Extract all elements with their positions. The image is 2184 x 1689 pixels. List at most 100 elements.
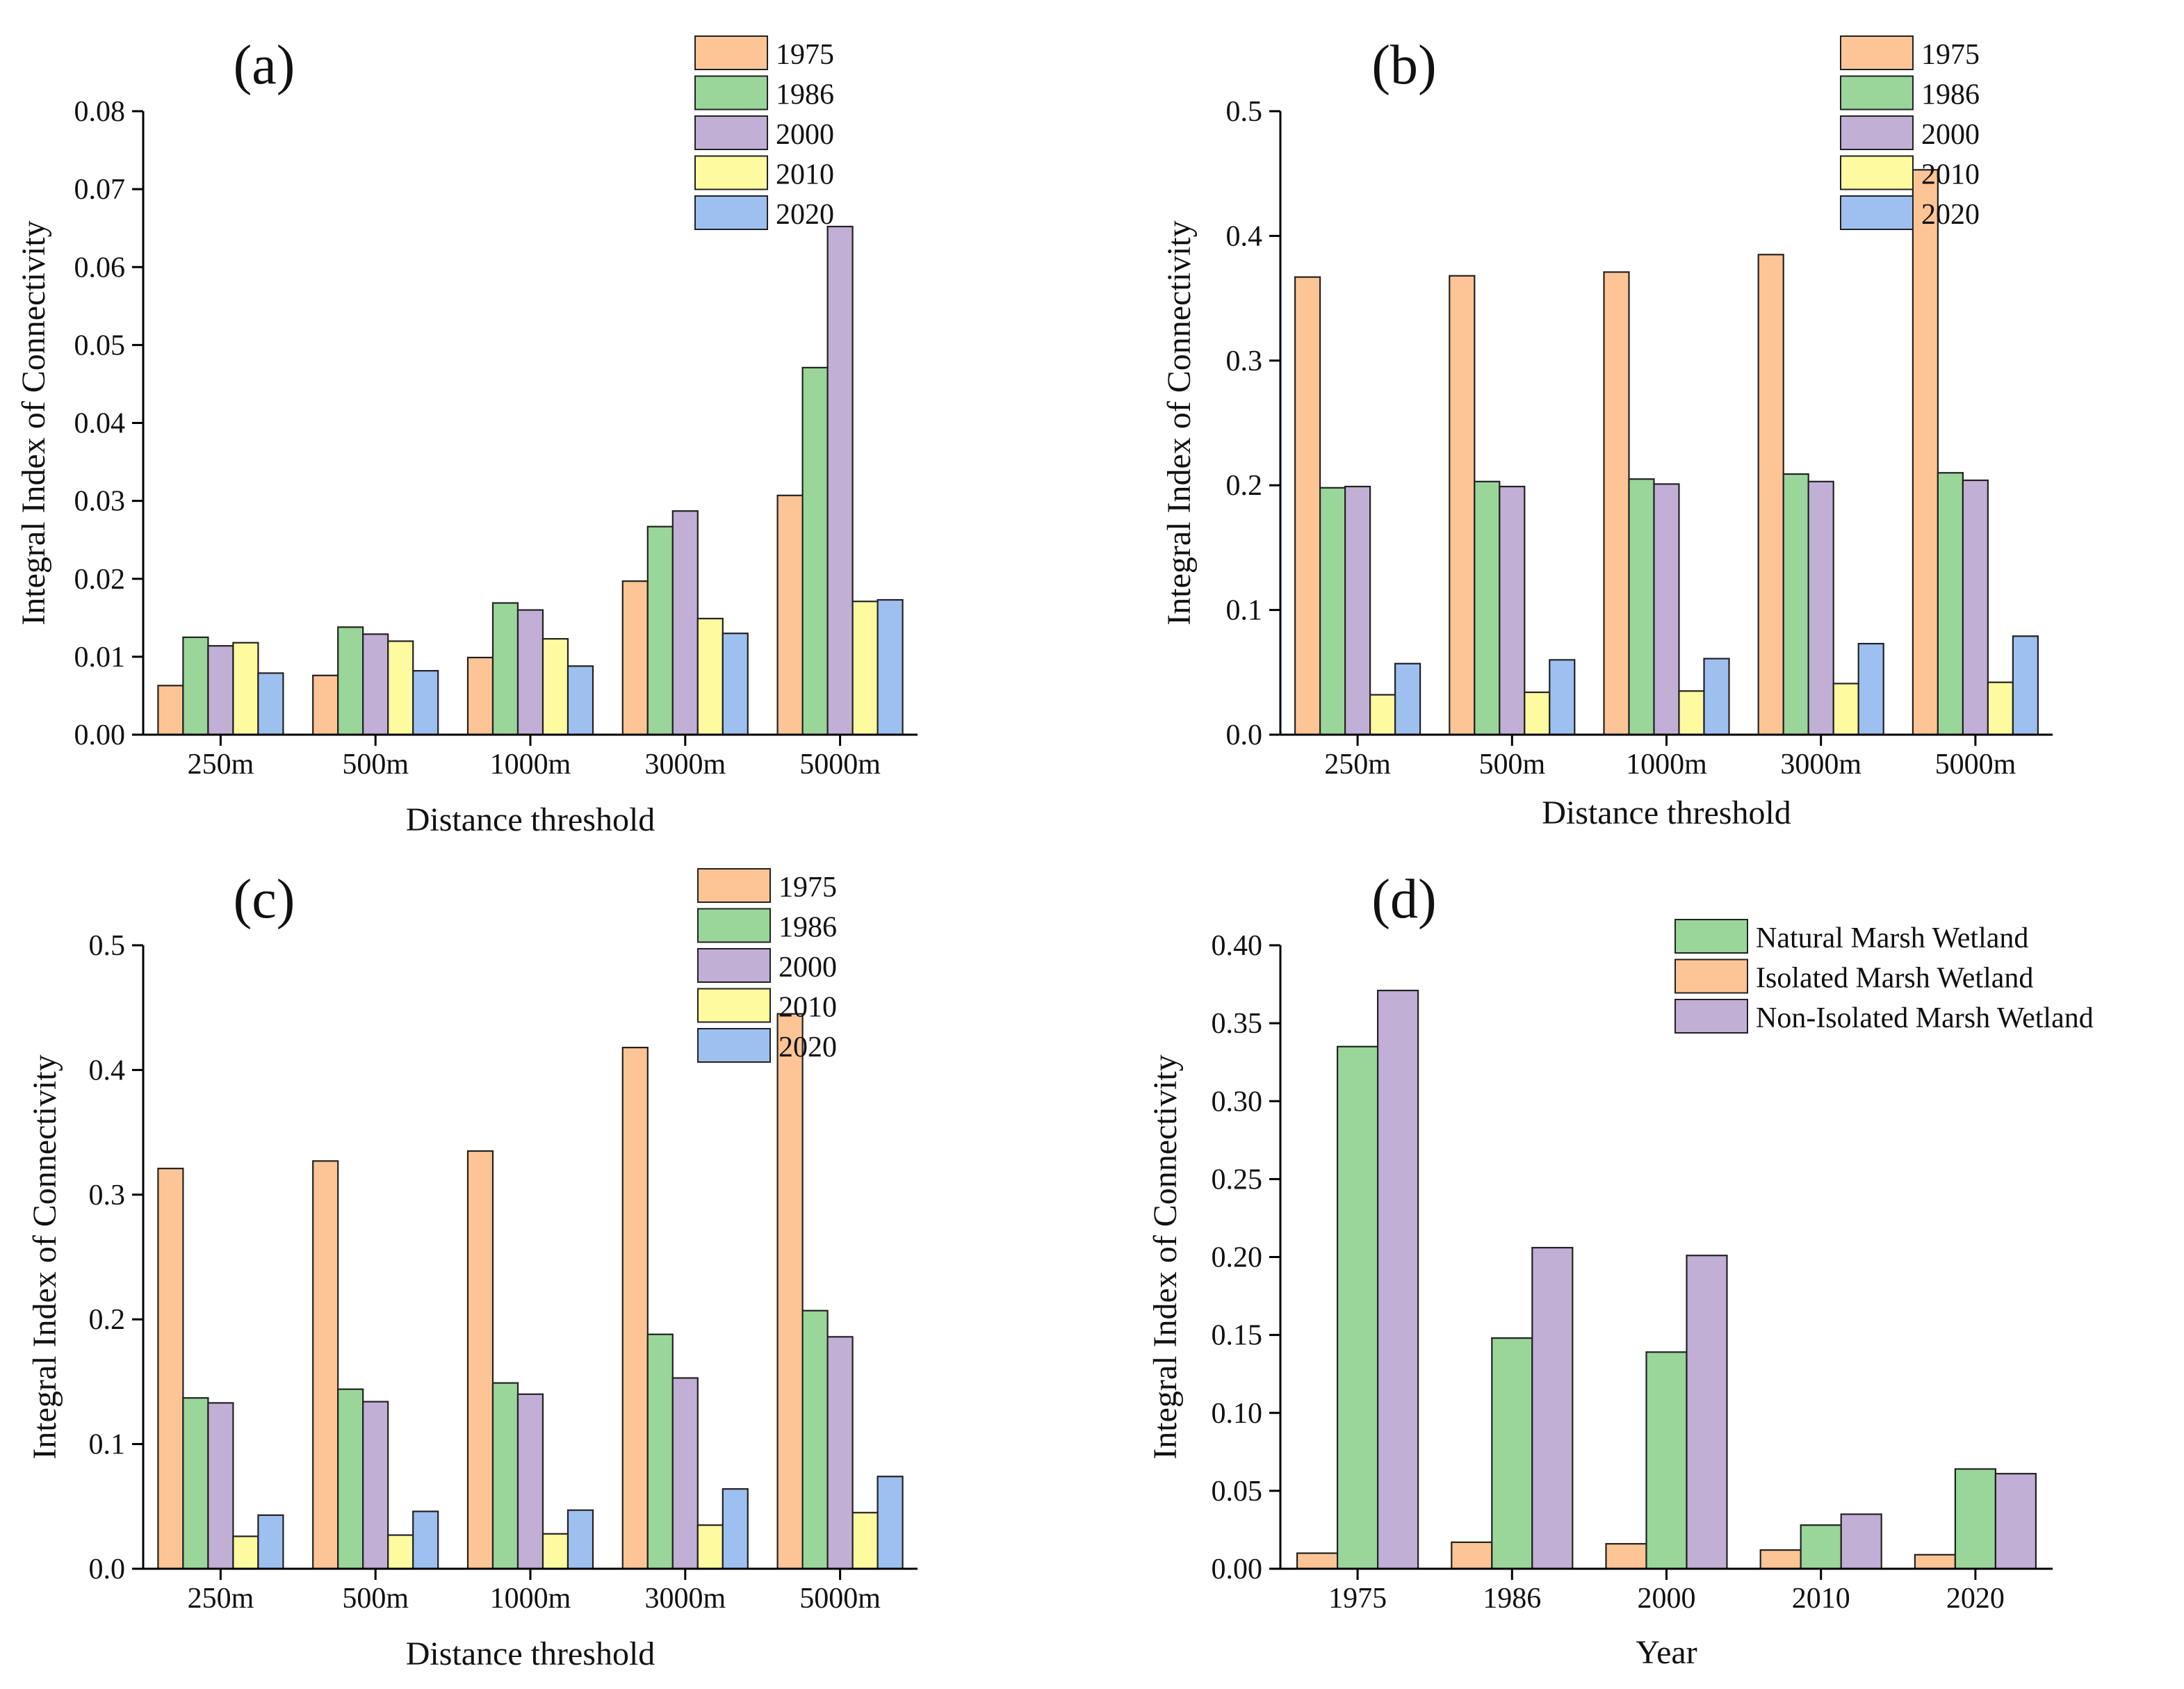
bar-a-2010-500m [387, 640, 414, 736]
bar-a-1986-500m [337, 626, 364, 736]
bar-b-2000-250m [1344, 485, 1371, 736]
bar-b-2000-1000m [1653, 483, 1680, 736]
x-axis-label-a: Distance threshold [406, 801, 655, 838]
legend-swatch-d-1 [1674, 919, 1748, 954]
bar-a-2020-250m [257, 672, 284, 736]
bar-b-2010-1000m [1678, 690, 1705, 736]
bar-d-non-isolated-marsh-wetland-1975 [1376, 989, 1419, 1570]
bar-c-2020-3000m [722, 1488, 749, 1570]
bar-a-2020-1000m [567, 665, 594, 736]
bar-c-1975-5000m [776, 1013, 804, 1570]
bar-d-natural-marsh-wetland-2000 [1645, 1351, 1688, 1570]
y-tick-label-a: 0.07 [74, 174, 126, 206]
y-tick-label-b: 0.4 [1226, 220, 1263, 252]
x-tick-label-a: 1000m [490, 749, 571, 781]
bar-d-natural-marsh-wetland-2010 [1800, 1524, 1842, 1570]
legend-c: 1975 1986 2000 2010 2020 [697, 868, 837, 1063]
x-tick-label-b: 250m [1324, 749, 1391, 781]
legend-label-a: 2010 [776, 159, 834, 191]
bar-a-1975-500m [312, 674, 339, 736]
bar-c-2000-250m [207, 1402, 234, 1570]
bar-c-1986-3000m [646, 1333, 674, 1570]
bar-a-2010-3000m [696, 617, 724, 736]
bar-a-1986-5000m [801, 366, 829, 736]
legend-swatch-a-1986 [694, 75, 768, 111]
bar-d-isolated-marsh-wetland-2020 [1914, 1553, 1956, 1570]
y-tick-label-a: 0.02 [74, 564, 126, 596]
bar-d-non-isolated-marsh-wetland-2020 [1994, 1473, 2037, 1570]
y-tick-label-d: 0.00 [1212, 1553, 1263, 1585]
legend-label-b: 1975 [1921, 39, 1980, 71]
bar-b-2020-500m [1549, 659, 1576, 736]
legend-label-d: Isolated Marsh Wetland [1756, 963, 2033, 995]
panel-label-c: (c) [234, 869, 295, 930]
x-tick-label-c: 1000m [490, 1583, 571, 1615]
y-tick-label-c: 0.0 [89, 1553, 126, 1585]
legend-d: Natural Marsh Wetland Isolated Marsh Wetl… [1674, 919, 2094, 1034]
x-tick-label-c: 5000m [799, 1583, 881, 1615]
y-tick-label-d: 0.15 [1212, 1320, 1263, 1352]
y-tick-label-b: 0.0 [1226, 719, 1263, 751]
legend-label-c: 2010 [779, 992, 837, 1024]
bar-b-2000-5000m [1962, 479, 1989, 736]
y-tick-label-b: 0.2 [1226, 470, 1263, 502]
bar-b-2020-3000m [1857, 642, 1884, 736]
bar-b-1975-1000m [1603, 271, 1630, 736]
y-tick-label-c: 0.5 [89, 930, 126, 962]
y-tick-label-c: 0.3 [89, 1180, 126, 1211]
x-tick-label-b: 5000m [1935, 749, 2016, 781]
bar-b-2010-500m [1524, 691, 1551, 736]
legend-swatch-c-1986 [697, 908, 771, 943]
bar-d-non-isolated-marsh-wetland-2000 [1686, 1255, 1728, 1570]
chart-panel-c: 0.0 0.1 0.2 0.3 0.4 0.5 250m 500m 1000m 3000m 5000… [26, 868, 918, 1672]
x-tick-label-a: 250m [188, 749, 254, 781]
bar-a-2010-250m [232, 642, 259, 736]
legend-label-c: 1986 [779, 912, 837, 944]
bar-b-2010-250m [1369, 694, 1396, 736]
x-tick-label-d: 1986 [1483, 1583, 1541, 1615]
bar-a-2020-500m [412, 669, 439, 736]
bar-c-1975-1000m [466, 1150, 494, 1570]
bar-a-2010-1000m [541, 637, 569, 736]
legend-label-a: 2000 [776, 119, 834, 151]
bar-b-1975-500m [1449, 275, 1476, 736]
y-axis-label-b: Integral Index of Connectivity [1161, 220, 1198, 626]
y-tick-label-c: 0.4 [89, 1054, 126, 1086]
y-tick-label-b: 0.3 [1226, 345, 1263, 377]
bar-d-natural-marsh-wetland-1975 [1336, 1045, 1379, 1570]
bar-a-1986-1000m [491, 602, 519, 736]
x-tick-label-b: 3000m [1780, 749, 1861, 781]
bar-a-2010-5000m [851, 601, 879, 736]
x-tick-label-b: 1000m [1626, 749, 1707, 781]
bar-b-1986-3000m [1782, 473, 1809, 736]
bar-b-2020-1000m [1703, 658, 1730, 736]
bar-b-1986-1000m [1628, 478, 1655, 736]
bar-a-2020-3000m [722, 633, 749, 736]
bar-b-1986-250m [1319, 487, 1346, 736]
legend-swatch-d-2 [1674, 958, 1748, 994]
y-tick-label-b: 0.1 [1226, 595, 1263, 627]
panel-label-a: (a) [234, 35, 295, 96]
bar-c-2020-1000m [567, 1509, 594, 1570]
y-tick-label-a: 0.01 [74, 642, 126, 674]
bar-c-2020-250m [257, 1514, 284, 1570]
bar-d-isolated-marsh-wetland-2000 [1605, 1543, 1647, 1570]
y-tick-label-a: 0.00 [74, 719, 126, 751]
legend-label-a: 1986 [776, 79, 834, 111]
bar-c-1986-1000m [491, 1382, 519, 1570]
y-tick-label-d: 0.20 [1212, 1242, 1263, 1274]
y-tick-label-d: 0.10 [1212, 1398, 1263, 1430]
legend-b: 1975 1986 2000 2010 2020 [1840, 35, 1980, 231]
bar-a-2000-500m [362, 633, 389, 736]
x-tick-label-c: 500m [342, 1583, 409, 1615]
legend-swatch-a-2010 [694, 155, 768, 190]
legend-label-d: Non-Isolated Marsh Wetland [1756, 1002, 2094, 1034]
bar-c-1986-250m [182, 1397, 209, 1570]
y-tick-label-a: 0.05 [74, 329, 126, 361]
bar-d-non-isolated-marsh-wetland-2010 [1840, 1513, 1882, 1570]
legend-a: 1975 1986 2000 2010 2020 [694, 35, 834, 231]
x-tick-label-d: 2020 [1946, 1583, 2005, 1615]
bar-b-2010-5000m [1987, 681, 2014, 736]
y-tick-label-d: 0.40 [1212, 930, 1263, 962]
panel-label-b: (b) [1371, 35, 1436, 96]
